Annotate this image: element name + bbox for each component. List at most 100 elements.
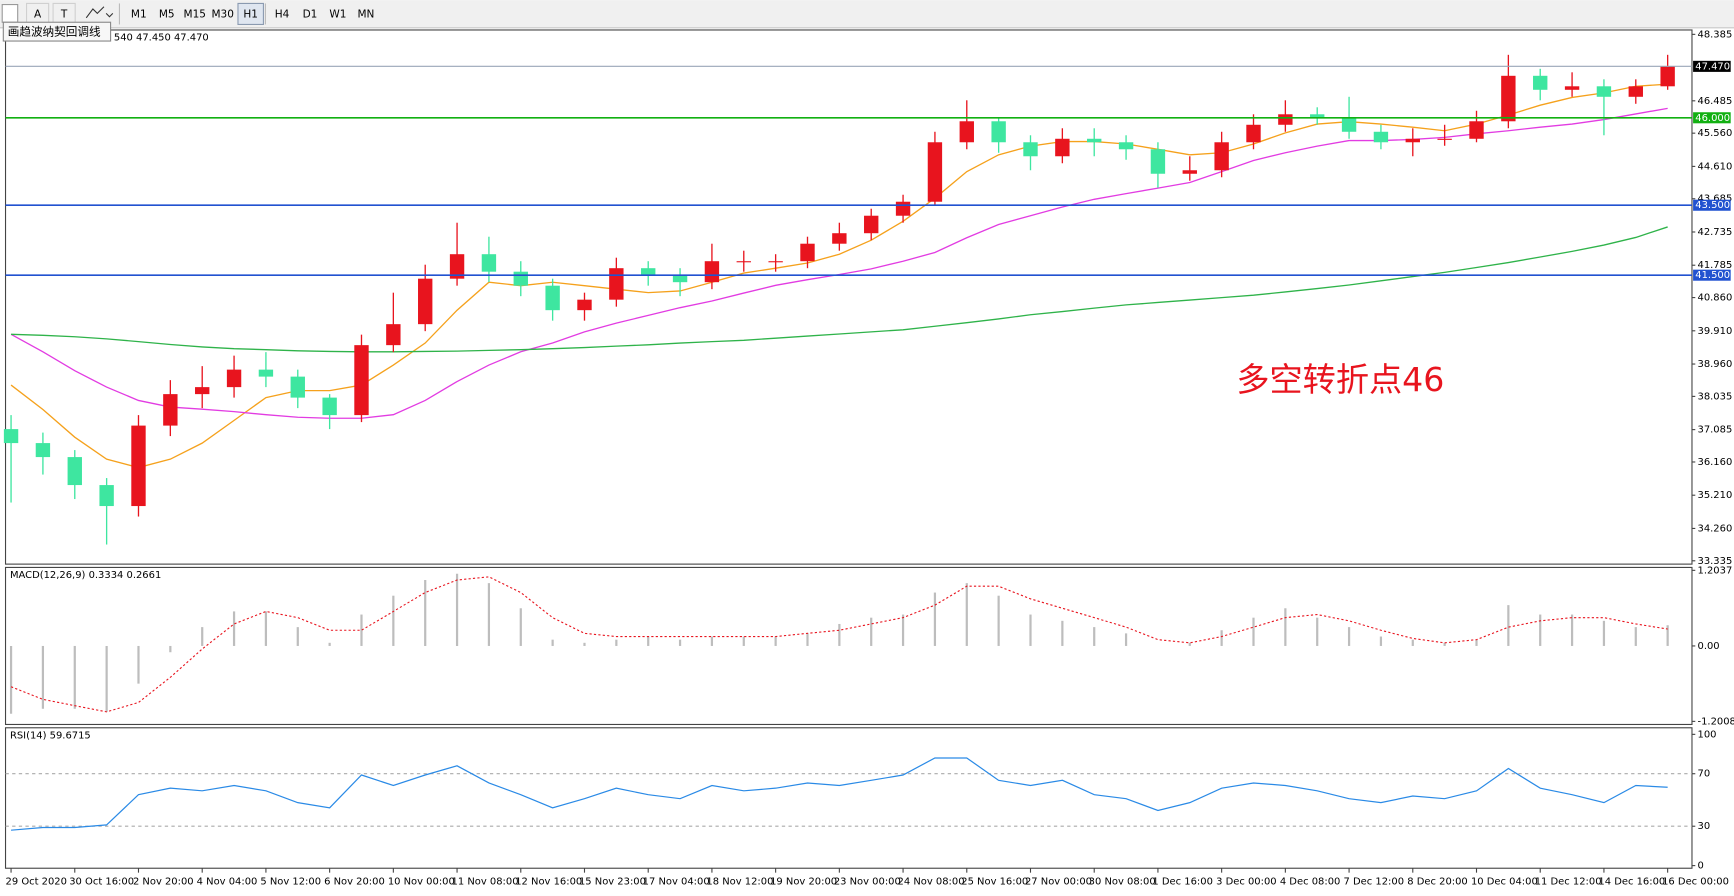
panel-frame	[4, 727, 1693, 869]
candle-body	[226, 369, 242, 388]
candle-body	[736, 261, 751, 263]
candle-body	[864, 215, 879, 234]
candle-body	[1055, 138, 1070, 157]
candle-body	[322, 397, 337, 416]
x-tick-label: 10 Nov 00:00	[388, 877, 455, 888]
x-tick-label: 11 Nov 08:00	[452, 877, 519, 888]
y-tick-label: 45.560	[1698, 128, 1733, 139]
candle-body	[641, 268, 656, 276]
candle-body	[418, 278, 433, 325]
candle-body	[1501, 75, 1516, 122]
price-tag	[1693, 199, 1731, 211]
candle-body	[1150, 149, 1166, 174]
timeframe-button[interactable]	[297, 3, 323, 25]
price-tag-label: 46.000	[1695, 113, 1730, 124]
candle-body	[895, 201, 911, 216]
timeframe-label[interactable]: H1	[243, 9, 258, 21]
candle-body	[609, 268, 624, 300]
y-tick-label: 33.335	[1698, 556, 1733, 567]
x-tick-label: 18 Nov 12:00	[706, 877, 773, 888]
current-price-tag	[1693, 60, 1731, 72]
candle-body	[1405, 138, 1420, 143]
timeframe-label[interactable]: W1	[329, 9, 346, 21]
timeframe-label[interactable]: M15	[184, 9, 206, 21]
x-tick-label: 10 Dec 04:00	[1471, 877, 1538, 888]
timeframe-button[interactable]	[126, 3, 152, 25]
candle-body	[768, 261, 783, 263]
x-tick-label: 3 Dec 00:00	[1216, 877, 1277, 888]
price-tag-label: 41.500	[1695, 270, 1730, 281]
x-tick-label: 7 Dec 12:00	[1344, 877, 1405, 888]
candle-body	[927, 142, 943, 202]
x-tick-label: 14 Dec 16:00	[1598, 877, 1665, 888]
candle-body	[959, 121, 974, 143]
candle-body	[1469, 121, 1484, 139]
timeframe-button[interactable]	[182, 3, 208, 25]
x-tick-label: 4 Nov 04:00	[197, 877, 258, 888]
y-tick-label: -1.2008	[1698, 716, 1734, 727]
annotation: 多空转折点46	[1236, 360, 1444, 399]
candle-body	[800, 243, 815, 262]
y-tick-label: 1.2037	[1698, 565, 1733, 576]
timeframe-label[interactable]: H4	[275, 9, 290, 21]
timeframe-button[interactable]	[353, 3, 379, 25]
y-tick-label: 46.485	[1698, 96, 1733, 107]
candle-body	[577, 299, 592, 311]
candle-body	[195, 387, 210, 395]
x-tick-label: 8 Dec 20:00	[1407, 877, 1468, 888]
timeframe-button[interactable]	[237, 2, 264, 26]
candle-body	[35, 443, 51, 458]
toolbar-icon	[1, 3, 19, 23]
timeframe-button[interactable]	[325, 3, 351, 25]
header-info: 540 47.450 47.470	[114, 33, 209, 44]
candle-body	[1628, 86, 1643, 97]
candle-body	[354, 345, 369, 416]
candle-body	[704, 261, 720, 283]
y-tick-label: 0.00	[1698, 641, 1720, 652]
candle-body	[67, 457, 82, 486]
timeframe-label[interactable]: D1	[303, 9, 318, 21]
timeframe-label[interactable]: M30	[212, 9, 234, 21]
moving-average	[11, 226, 1668, 353]
timeframe-label[interactable]: M5	[159, 9, 175, 21]
candle-body	[1310, 114, 1325, 118]
x-tick-label: 30 Nov 08:00	[1089, 877, 1156, 888]
timeframe-button[interactable]	[269, 3, 295, 25]
candle-body	[1214, 142, 1229, 171]
x-tick-label: 6 Nov 20:00	[324, 877, 385, 888]
moving-average	[10, 83, 1668, 469]
timeframe-button[interactable]	[154, 3, 180, 25]
price-tag	[1693, 112, 1731, 124]
timeframe-label[interactable]: M1	[131, 9, 147, 21]
candle-body	[1087, 138, 1102, 143]
candle-body	[832, 233, 847, 244]
timeframe-button[interactable]	[210, 3, 236, 25]
tool-label[interactable]: T	[60, 9, 68, 21]
candle-body	[481, 254, 497, 272]
current-price-label: 47.470	[1695, 61, 1730, 72]
candle-body	[99, 485, 114, 507]
toolbar: A T M1 M5 M15 M30 H1 H4 D1 W1 MN	[1, 2, 379, 26]
candle-body	[1533, 75, 1548, 90]
y-tick-label: 100	[1698, 729, 1717, 740]
x-tick-label: 2 Nov 20:00	[133, 877, 194, 888]
x-tick-label: 27 Nov 00:00	[1025, 877, 1092, 888]
candle-body	[1564, 86, 1580, 90]
candle-body	[3, 429, 19, 444]
x-tick-label: 17 Nov 04:00	[643, 877, 710, 888]
timeframe-label[interactable]: MN	[357, 9, 374, 21]
candle-body	[449, 254, 465, 279]
y-tick-label: 40.860	[1698, 293, 1733, 304]
x-tick-label: 16 Dec 00:00	[1662, 877, 1729, 888]
candle-body	[1660, 66, 1675, 87]
candle-body	[991, 121, 1006, 143]
price-tag-label: 43.500	[1695, 200, 1730, 211]
y-tick-label: 38.960	[1698, 359, 1733, 370]
candle-body	[545, 285, 560, 311]
tool-label[interactable]: A	[34, 9, 42, 21]
x-tick-label: 25 Nov 16:00	[961, 877, 1028, 888]
draw-tool-icon[interactable]	[85, 6, 114, 19]
x-tick-label: 19 Nov 20:00	[770, 877, 837, 888]
x-tick-label: 15 Nov 23:00	[579, 877, 646, 888]
